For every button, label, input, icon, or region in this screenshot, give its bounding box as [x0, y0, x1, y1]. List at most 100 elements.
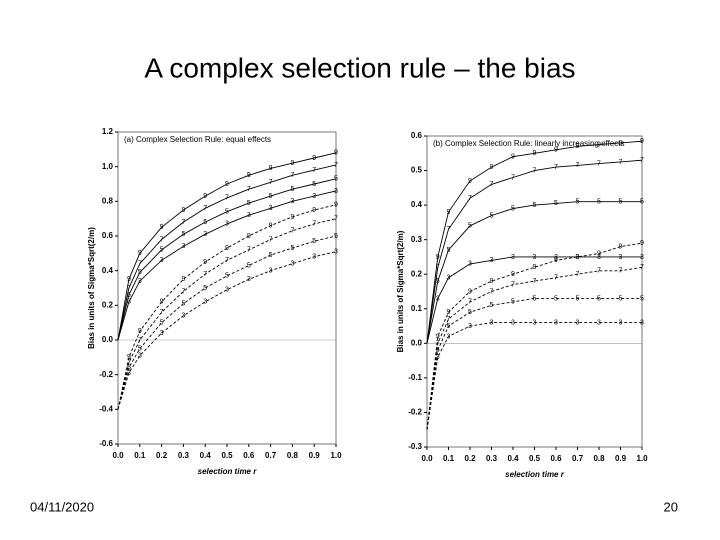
point-marker: 3: [138, 352, 142, 359]
point-marker: 9: [554, 147, 558, 154]
y-tick-label: 0.6: [102, 231, 114, 240]
point-marker: 5: [181, 300, 185, 307]
point-marker: 7: [576, 162, 580, 169]
point-marker: 5: [447, 323, 451, 330]
point-marker: 3: [269, 268, 273, 275]
point-marker: 5: [290, 186, 294, 193]
point-marker: 3: [554, 254, 558, 261]
y-axis-label: Bias in units of Sigma*Sqrt(2/m): [396, 230, 405, 352]
y-tick-label: -0.1: [408, 373, 422, 382]
point-marker: 7: [203, 205, 207, 212]
x-tick-label: 0.3: [178, 451, 190, 460]
point-marker: 5: [160, 320, 164, 327]
x-tick-label: 0.7: [572, 454, 584, 463]
point-marker: 7: [312, 221, 316, 228]
y-tick-label: -0.4: [99, 404, 113, 413]
footer-date: 04/11/2020: [30, 499, 94, 514]
point-marker: 9: [490, 278, 494, 285]
x-tick-label: 0.4: [507, 454, 519, 463]
point-marker: 9: [312, 207, 316, 214]
point-marker: 7: [225, 195, 229, 202]
point-marker: 7: [138, 337, 142, 344]
series-line: [426, 140, 643, 344]
point-marker: 5: [312, 181, 316, 188]
point-marker: 5: [127, 292, 131, 299]
point-marker: 5: [511, 299, 515, 306]
point-marker: 9: [312, 155, 316, 162]
point-marker: 7: [576, 271, 580, 278]
point-marker: 7: [468, 195, 472, 202]
point-marker: 9: [181, 276, 185, 283]
point-marker: 5: [436, 347, 440, 354]
point-marker: 3: [181, 243, 185, 250]
y-tick-label: 1.2: [102, 127, 114, 136]
point-marker: 3: [247, 276, 251, 283]
point-marker: 9: [640, 138, 644, 145]
series-line: [117, 251, 337, 410]
point-marker: 7: [533, 167, 537, 174]
point-marker: 5: [203, 219, 207, 226]
point-marker: 9: [127, 354, 131, 361]
point-marker: 5: [554, 295, 558, 302]
y-tick-label: 0.2: [411, 269, 423, 278]
point-marker: 7: [554, 275, 558, 282]
point-marker: 3: [554, 319, 558, 326]
point-marker: 7: [490, 288, 494, 295]
series-line: [117, 164, 337, 341]
point-marker: 5: [468, 309, 472, 316]
y-tick-label: 0.3: [411, 235, 423, 244]
point-marker: 5: [576, 295, 580, 302]
x-tick-label: 0.7: [265, 451, 277, 460]
point-marker: 3: [576, 254, 580, 261]
point-marker: 9: [290, 214, 294, 221]
point-marker: 3: [290, 261, 294, 268]
point-marker: 7: [597, 160, 601, 167]
point-marker: 9: [468, 288, 472, 295]
y-tick-label: 0.8: [102, 196, 114, 205]
point-marker: 3: [597, 254, 601, 261]
point-marker: 5: [554, 200, 558, 207]
point-marker: 3: [619, 254, 623, 261]
point-marker: 9: [533, 150, 537, 157]
x-tick-label: 0.5: [529, 454, 541, 463]
point-marker: 9: [576, 254, 580, 261]
point-marker: 3: [334, 188, 338, 195]
point-marker: 9: [619, 243, 623, 250]
point-marker: 7: [447, 226, 451, 233]
point-marker: 7: [247, 247, 251, 254]
series-line: [426, 256, 642, 344]
y-tick-label: -0.2: [99, 370, 113, 379]
point-marker: 7: [640, 157, 644, 164]
point-marker: 3: [511, 254, 515, 261]
point-marker: 9: [269, 165, 273, 172]
point-marker: 3: [334, 248, 338, 255]
point-marker: 7: [619, 268, 623, 275]
point-marker: 7: [181, 219, 185, 226]
x-tick-label: 0.1: [443, 454, 455, 463]
x-tick-label: 0.2: [156, 451, 168, 460]
x-tick-label: 0.2: [464, 454, 476, 463]
y-tick-label: 0.5: [411, 166, 423, 175]
series-line: [426, 297, 642, 430]
y-axis-label: Bias in units of Sigma*Sqrt(2/m): [87, 227, 96, 349]
series-line: [426, 242, 643, 430]
point-marker: 7: [597, 268, 601, 275]
point-marker: 9: [334, 150, 338, 157]
point-marker: 3: [225, 287, 229, 294]
point-marker: 9: [447, 309, 451, 316]
point-marker: 3: [468, 261, 472, 268]
point-marker: 9: [490, 164, 494, 171]
point-marker: 7: [533, 278, 537, 285]
point-marker: 3: [203, 299, 207, 306]
point-marker: 5: [138, 269, 142, 276]
point-marker: 9: [619, 140, 623, 147]
point-marker: 5: [203, 285, 207, 292]
point-marker: 3: [468, 323, 472, 330]
point-marker: 5: [640, 198, 644, 205]
point-marker: 3: [269, 205, 273, 212]
point-marker: 7: [225, 257, 229, 264]
point-marker: 5: [312, 238, 316, 245]
x-axis-label: selection time r: [505, 470, 565, 479]
series-line: [426, 322, 642, 430]
